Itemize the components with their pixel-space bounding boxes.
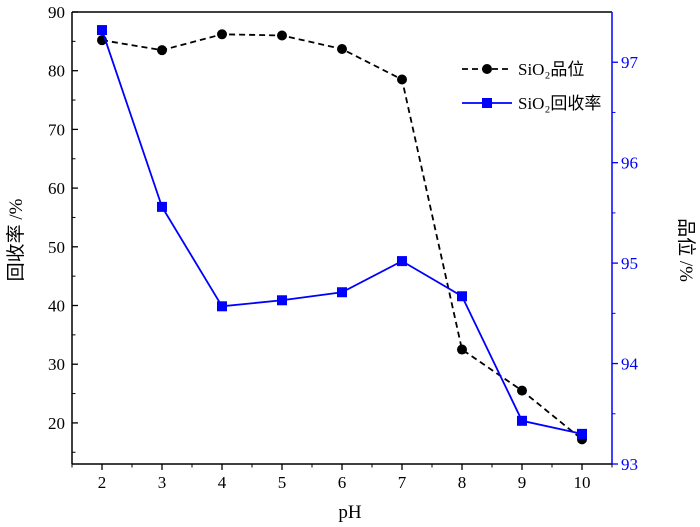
data-point-square xyxy=(457,291,467,302)
x-tick-label: 3 xyxy=(158,473,167,492)
data-point-square xyxy=(277,295,287,306)
data-point-square xyxy=(517,415,527,426)
data-point-square xyxy=(397,256,407,267)
series-layer xyxy=(97,25,587,445)
data-point-square xyxy=(217,301,227,312)
legend-marker-circle xyxy=(482,64,492,74)
right-tick-label: 97 xyxy=(621,53,639,72)
right-tick-label: 95 xyxy=(621,254,638,273)
left-tick-label: 40 xyxy=(48,297,65,316)
right-tick-label: 93 xyxy=(621,455,638,474)
plot-frame xyxy=(71,11,613,465)
legend-label: SiO₂回收率 xyxy=(518,94,601,113)
series-0 xyxy=(97,29,587,445)
left-axis-label: 回收率 /% xyxy=(5,198,27,281)
x-tick-label: 5 xyxy=(278,473,287,492)
left-tick-label: 30 xyxy=(48,355,65,374)
right-axis-ticks: 93 94 95 96 97 xyxy=(612,53,639,474)
data-point-circle xyxy=(457,344,467,355)
x-tick-label: 8 xyxy=(458,473,467,492)
left-tick-label: 60 xyxy=(48,179,65,198)
left-tick-label: 70 xyxy=(48,120,65,139)
series-1 xyxy=(97,25,587,439)
data-point-square xyxy=(97,25,107,36)
x-tick-label: 6 xyxy=(338,473,347,492)
right-axis-label: 品位 /% xyxy=(675,218,697,282)
x-tick-label: 7 xyxy=(398,473,407,492)
left-tick-label: 20 xyxy=(48,414,65,433)
data-point-square xyxy=(157,201,167,212)
data-point-square xyxy=(337,287,347,298)
data-point-circle xyxy=(157,45,167,56)
x-tick-label: 10 xyxy=(574,473,591,492)
legend-label: SiO₂品位 xyxy=(518,60,584,79)
data-point-circle xyxy=(217,29,227,40)
left-tick-label: 90 xyxy=(48,3,65,22)
data-point-circle xyxy=(337,43,347,54)
x-axis-ticks: 2 3 4 5 6 7 8 9 10 xyxy=(71,464,613,492)
left-axis-ticks: 20 30 40 50 60 70 80 90 xyxy=(48,3,78,453)
legend-marker-square xyxy=(482,98,492,108)
left-tick-label: 50 xyxy=(48,238,65,257)
x-tick-label: 9 xyxy=(518,473,527,492)
right-tick-label: 96 xyxy=(621,154,638,173)
data-point-circle xyxy=(397,74,407,85)
right-tick-label: 94 xyxy=(621,355,639,374)
legend: SiO₂品位 SiO₂回收率 xyxy=(462,60,601,113)
series-line xyxy=(101,33,583,441)
x-tick-label: 2 xyxy=(98,473,107,492)
x-tick-label: 4 xyxy=(218,473,227,492)
data-point-square xyxy=(577,428,587,439)
x-axis-label: pH xyxy=(338,502,362,523)
data-point-circle xyxy=(517,385,527,396)
series-line xyxy=(101,29,583,435)
data-point-circle xyxy=(277,30,287,41)
left-tick-label: 80 xyxy=(48,62,65,81)
